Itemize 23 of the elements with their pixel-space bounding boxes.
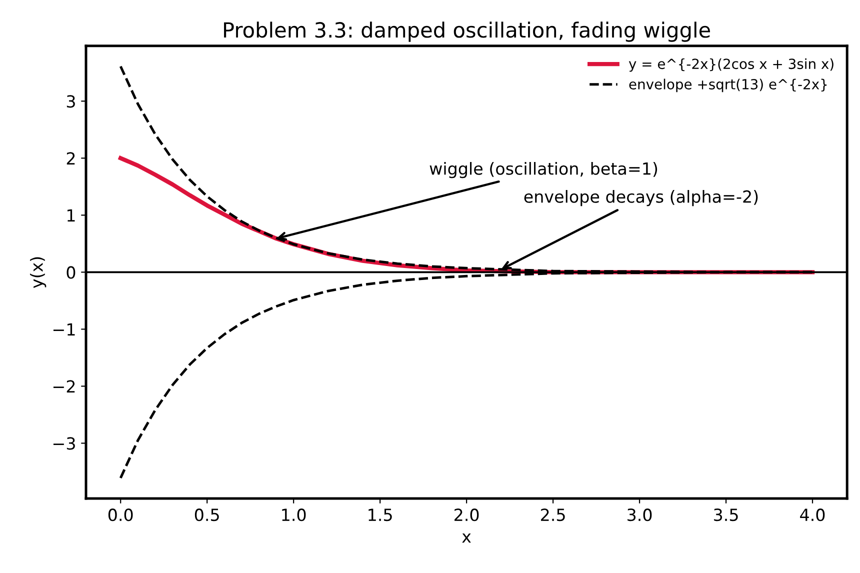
legend-label: envelope +sqrt(13) e^{-2x} bbox=[629, 78, 827, 92]
y-tick-label: 3 bbox=[66, 95, 75, 108]
y-tick-label: 0 bbox=[66, 266, 76, 279]
annotation: envelope decays (alpha=-2) bbox=[524, 190, 758, 206]
x-tick-label: 4.0 bbox=[800, 508, 825, 522]
y-tick-label: 1 bbox=[68, 209, 75, 222]
x-tick-label: 1.5 bbox=[368, 508, 392, 522]
x-tick-label: 0.0 bbox=[108, 508, 133, 522]
x-tick-label: 1.0 bbox=[282, 508, 306, 522]
chart-title: Problem 3.3: damped oscillation, fading wiggle bbox=[224, 22, 710, 42]
x-tick-label: 3.5 bbox=[714, 508, 738, 522]
legend-label: y = e^{-2x}(2cos x + 3sin x) bbox=[628, 58, 834, 72]
x-axis-title: x bbox=[462, 533, 471, 543]
x-tick-label: 2.5 bbox=[541, 508, 565, 522]
y-tick-label: −1 bbox=[53, 323, 75, 336]
y-tick-label: −2 bbox=[53, 380, 75, 393]
y-axis-title: y(x) bbox=[30, 257, 46, 288]
y-tick-label: 2 bbox=[66, 152, 75, 164]
x-tick-label: 3.0 bbox=[628, 508, 652, 522]
annotation: wiggle (oscillation, beta=1) bbox=[430, 162, 658, 178]
x-tick-label: 0.5 bbox=[194, 508, 219, 522]
x-tick-label: 2.0 bbox=[454, 508, 479, 522]
y-tick-label: −3 bbox=[53, 437, 75, 450]
